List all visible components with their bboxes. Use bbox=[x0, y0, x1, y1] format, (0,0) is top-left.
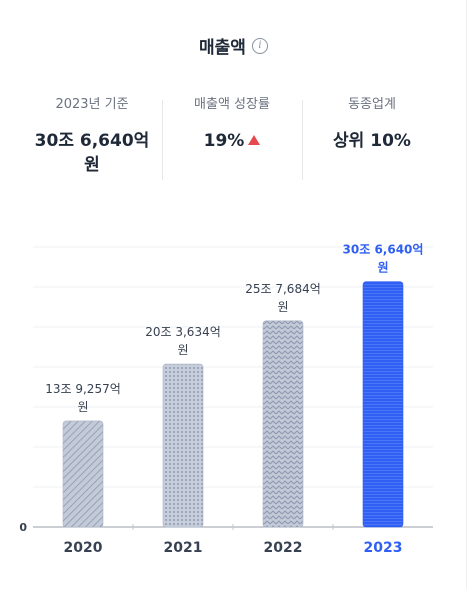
stat-label: 동종업계 bbox=[348, 97, 396, 112]
data-label-2020: 원 bbox=[77, 400, 88, 414]
stat-value: 19% bbox=[203, 131, 245, 151]
stat-label: 매출액 성장률 bbox=[194, 97, 270, 112]
stat-label: 2023년 기준 bbox=[55, 97, 129, 112]
bar-2020 bbox=[62, 420, 104, 528]
data-label-2021: 원 bbox=[177, 343, 188, 357]
y-tick-label: 0 bbox=[19, 521, 27, 534]
stat-value: 상위 10% bbox=[333, 131, 411, 151]
stat-industry-rank: 동종업계 상위 10% bbox=[302, 95, 442, 180]
data-label-2022: 25조 7,684억 bbox=[245, 282, 321, 296]
x-tick-label-2023: 2023 bbox=[364, 540, 403, 556]
data-label-2023: 30조 6,640억 bbox=[343, 243, 424, 257]
data-label-2020: 13조 9,257억 bbox=[45, 382, 121, 396]
data-label-2022: 원 bbox=[277, 300, 288, 314]
stat-base-year: 2023년 기준 30조 6,640억원 bbox=[22, 95, 162, 177]
page-title: 매출액 bbox=[199, 38, 246, 58]
info-icon[interactable]: i bbox=[251, 37, 268, 54]
bar-2023 bbox=[362, 281, 404, 528]
stat-value: 30조 6,640억원 bbox=[34, 131, 150, 175]
x-tick-label-2021: 2021 bbox=[164, 540, 203, 556]
data-label-2023: 원 bbox=[377, 261, 388, 275]
data-label-2021: 20조 3,634억 bbox=[145, 325, 221, 339]
bar-2021 bbox=[162, 363, 204, 528]
bar-2022 bbox=[262, 320, 304, 528]
up-arrow-icon bbox=[248, 135, 261, 145]
x-tick-label-2022: 2022 bbox=[264, 540, 303, 556]
stats-row: 2023년 기준 30조 6,640억원 매출액 성장률 19% 동종업계 상위… bbox=[22, 95, 442, 180]
stat-value-row: 19% bbox=[162, 129, 302, 153]
title-row: 매출액 i bbox=[0, 33, 467, 58]
x-tick-label-2020: 2020 bbox=[64, 540, 103, 556]
stat-growth-rate: 매출액 성장률 19% bbox=[162, 95, 302, 180]
